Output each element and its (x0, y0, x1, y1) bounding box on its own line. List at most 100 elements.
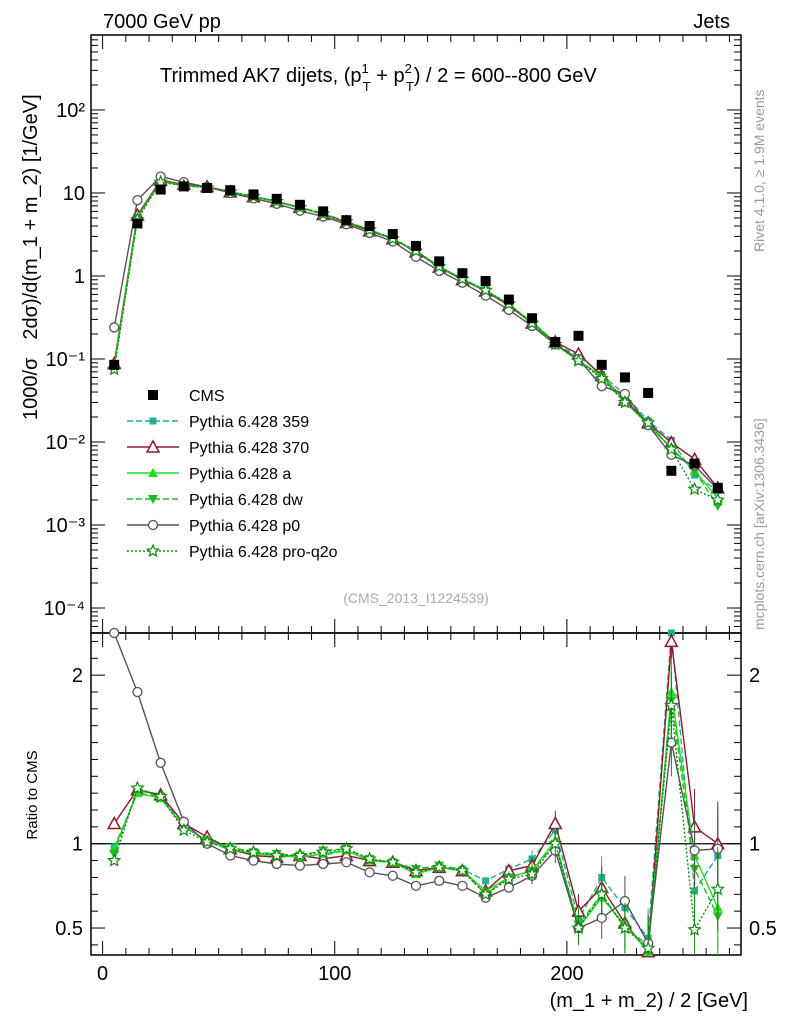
data-point (594, 886, 609, 901)
data-point (149, 417, 157, 425)
data-point (107, 853, 122, 867)
ratio-y-tick-label: 0.5 (55, 918, 83, 940)
data-point (503, 882, 515, 893)
ratio-y-tick-label: 2 (749, 665, 760, 687)
data-point (550, 337, 561, 348)
ratio-y-axis-label: Ratio to CMS (24, 750, 41, 839)
data-point (689, 845, 700, 856)
data-point (148, 390, 158, 400)
x-tick-label: 200 (550, 963, 583, 985)
legend-item: Pythia 6.428 pro-q2o (127, 543, 338, 561)
data-point (640, 940, 656, 955)
data-point (155, 757, 166, 768)
data-point (109, 627, 120, 639)
data-point (524, 866, 540, 881)
series-line (113, 180, 719, 507)
series-ratio (110, 629, 722, 955)
data-point (315, 844, 331, 859)
data-point (527, 313, 538, 324)
y-tick-label: 10 (63, 183, 85, 205)
data-point (687, 481, 702, 496)
data-point (294, 199, 305, 210)
series-line (113, 632, 719, 940)
data-point (432, 859, 447, 874)
y-tick-label: 10² (56, 100, 85, 122)
data-point (148, 495, 158, 504)
data-point (482, 877, 490, 885)
data-point (434, 875, 445, 886)
legend-item: Pythia 6.428 359 (127, 414, 309, 431)
ratio-plot: 0 100 200 0.5 0.5 1 1 2 2 (55, 627, 777, 985)
legend-label: Pythia 6.428 pro-q2o (189, 544, 338, 561)
data-point (148, 468, 158, 477)
legend-label: Pythia 6.428 a (189, 466, 291, 483)
data-point (573, 330, 584, 341)
data-point (501, 871, 517, 886)
data-point (225, 185, 236, 196)
data-point (106, 815, 122, 830)
data-point (362, 851, 377, 866)
y-axis-label: 1000/σ2dσ)/d(m_1 + m_2) [1/GeV] (20, 94, 42, 420)
y-tick-label: 10⁻² (46, 432, 86, 454)
data-point (503, 294, 514, 305)
data-point (408, 864, 424, 879)
data-point (571, 353, 586, 367)
ratio-y-tick-label: 2 (72, 665, 83, 687)
y-tick-label: 1 (74, 266, 85, 288)
data-point (271, 858, 282, 870)
data-point (548, 836, 563, 850)
series-line (113, 705, 719, 950)
legend-label: CMS (189, 388, 225, 405)
data-point (457, 268, 468, 279)
header-left: 7000 GeV pp (103, 11, 221, 33)
data-point (689, 458, 700, 469)
data-point (145, 439, 161, 453)
title-sup2: 2 (405, 61, 412, 76)
data-point (480, 276, 491, 287)
title-sub2: T (406, 79, 414, 94)
data-point (248, 189, 259, 200)
data-point (666, 465, 677, 476)
data-point (341, 857, 352, 868)
series-main (109, 177, 723, 511)
y-tick-label: 10⁻⁴ (44, 598, 85, 620)
data-point (153, 788, 168, 803)
data-point (132, 218, 143, 229)
legend-item: Pythia 6.428 a (127, 466, 291, 483)
data-point (199, 834, 215, 849)
data-point (387, 870, 398, 881)
data-point (145, 543, 161, 558)
x-tick-label: 100 (318, 963, 351, 985)
series-ratio (106, 633, 726, 958)
data-point (455, 863, 470, 877)
data-point (271, 193, 282, 204)
data-point (317, 858, 329, 870)
data-point (710, 881, 725, 896)
series-ratio (109, 627, 723, 955)
data-point (147, 519, 159, 531)
data-point (109, 322, 120, 333)
title-sub1: T (363, 79, 371, 94)
rivet-version: Rivet 4.1.0, ≥ 1.9M events (751, 89, 767, 252)
data-point (687, 922, 702, 936)
data-point (617, 920, 633, 935)
legend-label: Pythia 6.428 dw (189, 492, 303, 509)
data-point (594, 371, 609, 385)
main-plot: 10⁻⁴ 10⁻³ 10⁻² 10⁻¹ 1 10 10² (44, 34, 742, 634)
data-point (640, 415, 656, 429)
data-point (712, 482, 723, 493)
ratio-frame (90, 632, 742, 956)
data-point (664, 633, 679, 648)
data-point (364, 221, 375, 232)
data-point (643, 387, 654, 398)
data-point (664, 441, 679, 456)
data-point (410, 880, 422, 892)
data-point (387, 229, 398, 240)
legend-label: Pythia 6.428 p0 (189, 518, 300, 535)
data-point (341, 215, 352, 226)
data-point (132, 686, 143, 698)
data-point (571, 920, 586, 935)
data-point (710, 492, 725, 507)
header-right: Jets (693, 11, 730, 33)
